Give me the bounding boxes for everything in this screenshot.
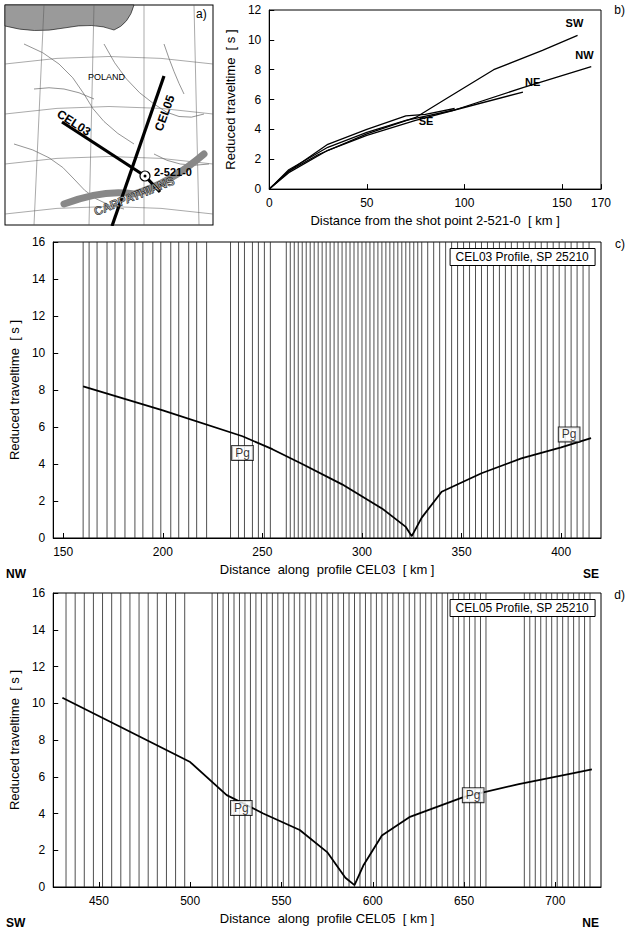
svg-text:Distance along profile CEL05: Distance along profile CEL05 [ km ]	[220, 911, 435, 926]
svg-text:Reduced traveltime [ s ]: Reduced traveltime [ s ]	[7, 670, 22, 810]
svg-text:12: 12	[32, 309, 46, 323]
svg-text:SW: SW	[6, 916, 26, 930]
svg-text:0: 0	[266, 196, 273, 210]
svg-text:2-521-0: 2-521-0	[154, 166, 192, 178]
svg-text:300: 300	[352, 545, 372, 559]
svg-text:Distance along profile CEL03: Distance along profile CEL03 [ km ]	[220, 562, 435, 577]
svg-text:Pg: Pg	[562, 427, 577, 441]
svg-text:Pg: Pg	[235, 446, 250, 460]
svg-text:550: 550	[271, 894, 291, 908]
svg-text:POLAND: POLAND	[88, 72, 126, 82]
svg-text:10: 10	[248, 33, 262, 47]
svg-text:b): b)	[614, 3, 625, 17]
svg-text:250: 250	[252, 545, 272, 559]
svg-text:350: 350	[452, 545, 472, 559]
svg-text:0: 0	[39, 531, 46, 545]
svg-text:4: 4	[39, 457, 46, 471]
svg-text:14: 14	[32, 623, 46, 637]
svg-text:150: 150	[552, 196, 572, 210]
svg-text:NW: NW	[575, 49, 594, 61]
svg-text:CEL05: CEL05	[152, 93, 178, 133]
svg-text:50: 50	[360, 196, 374, 210]
svg-text:6: 6	[39, 420, 46, 434]
svg-text:500: 500	[180, 894, 200, 908]
svg-text:Reduced traveltime [ s ]: Reduced traveltime [ s ]	[223, 29, 238, 169]
svg-text:12: 12	[32, 660, 46, 674]
svg-text:650: 650	[454, 894, 474, 908]
svg-text:4: 4	[255, 122, 262, 136]
svg-text:SE: SE	[583, 567, 599, 581]
svg-text:CEL03: CEL03	[54, 107, 93, 139]
svg-text:c): c)	[615, 237, 625, 251]
svg-text:8: 8	[39, 383, 46, 397]
svg-text:Pg: Pg	[466, 788, 481, 802]
svg-text:700: 700	[545, 894, 565, 908]
svg-text:4: 4	[39, 807, 46, 821]
svg-text:CARPATHIANS: CARPATHIANS	[92, 174, 177, 219]
svg-text:SW: SW	[566, 17, 584, 29]
svg-text:16: 16	[32, 586, 46, 600]
svg-text:0: 0	[39, 880, 46, 894]
svg-text:Reduced traveltime [ s ]: Reduced traveltime [ s ]	[7, 320, 22, 460]
svg-text:6: 6	[255, 93, 262, 107]
svg-text:16: 16	[32, 235, 46, 249]
svg-text:Pg: Pg	[234, 801, 249, 815]
svg-text:150: 150	[53, 545, 73, 559]
svg-text:CEL05 Profile, SP 25210: CEL05 Profile, SP 25210	[456, 601, 590, 615]
svg-text:0: 0	[255, 182, 262, 196]
svg-text:2: 2	[255, 152, 262, 166]
svg-text:14: 14	[32, 272, 46, 286]
svg-text:SE: SE	[419, 115, 434, 127]
svg-text:NW: NW	[6, 567, 27, 581]
svg-text:600: 600	[363, 894, 383, 908]
svg-text:8: 8	[255, 63, 262, 77]
svg-text:400: 400	[551, 545, 571, 559]
svg-text:Distance from the shot point 2: Distance from the shot point 2-521-0 [ k…	[310, 213, 559, 228]
svg-text:a): a)	[196, 7, 207, 21]
svg-text:NE: NE	[582, 916, 599, 930]
svg-text:200: 200	[153, 545, 173, 559]
svg-text:2: 2	[39, 843, 46, 857]
svg-text:450: 450	[89, 894, 109, 908]
svg-text:170: 170	[591, 196, 611, 210]
svg-text:100: 100	[454, 196, 474, 210]
svg-text:6: 6	[39, 770, 46, 784]
svg-text:CEL03 Profile, SP 25210: CEL03 Profile, SP 25210	[456, 250, 590, 264]
svg-text:10: 10	[32, 696, 46, 710]
svg-text:2: 2	[39, 494, 46, 508]
svg-text:12: 12	[248, 3, 262, 17]
svg-text:d): d)	[614, 588, 625, 602]
svg-text:NE: NE	[525, 76, 540, 88]
svg-text:10: 10	[32, 346, 46, 360]
svg-text:8: 8	[39, 733, 46, 747]
